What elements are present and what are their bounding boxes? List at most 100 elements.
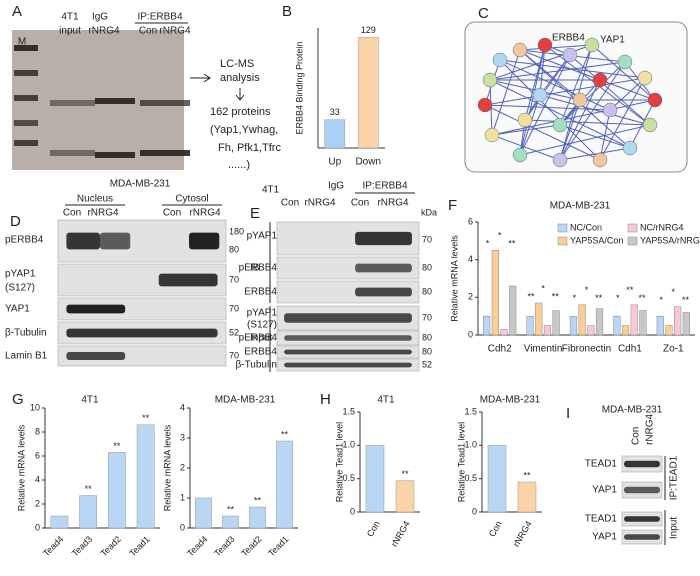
blot — [276, 256, 420, 280]
label: 70 — [229, 350, 239, 360]
band — [355, 287, 412, 297]
bar — [50, 515, 69, 529]
rule — [524, 119, 651, 126]
bar — [543, 325, 552, 336]
bar — [613, 315, 621, 336]
label: (S127) — [247, 320, 277, 331]
label: 1.0 — [464, 440, 477, 450]
label: 70 — [422, 234, 432, 244]
node — [512, 147, 528, 163]
rule — [519, 49, 581, 101]
bar — [276, 440, 293, 529]
label: 70 — [422, 312, 432, 322]
label: 8 — [35, 426, 40, 436]
label: IB — [250, 263, 260, 274]
node — [552, 152, 568, 168]
band — [284, 313, 412, 323]
label: Input — [250, 333, 272, 344]
label: 80 — [422, 332, 432, 342]
label: YAP1 — [592, 532, 617, 543]
label: MDA-MB-231 — [215, 395, 276, 406]
label: Relative Tead1 level — [334, 422, 344, 502]
bar — [517, 481, 537, 513]
bar — [222, 515, 239, 529]
label: ERBB4 Binding Protein — [294, 41, 304, 134]
label: kDa — [421, 207, 437, 217]
rule — [491, 99, 656, 136]
rule — [491, 124, 561, 136]
band — [355, 231, 412, 246]
rule — [519, 44, 546, 156]
label: rNRG4 — [304, 198, 336, 209]
rule — [599, 79, 656, 101]
label: ** — [682, 295, 690, 305]
label: Con — [487, 519, 504, 538]
label: IP:ERBB4 — [137, 12, 182, 23]
label: Tead2 — [239, 534, 263, 558]
label: 0 — [472, 506, 477, 516]
label: G — [12, 391, 24, 408]
label: 4T1 — [377, 395, 395, 406]
label: YAP5SA/rNRG4 — [640, 235, 700, 245]
band — [284, 335, 412, 341]
rule — [484, 104, 611, 111]
bar — [79, 495, 97, 529]
label: 0 — [35, 522, 40, 532]
label: YAP1 — [592, 485, 617, 496]
label: Relative mRNA levels — [162, 424, 172, 511]
bar — [630, 304, 638, 336]
rule — [489, 61, 626, 81]
gel-band — [14, 45, 38, 51]
band — [284, 349, 412, 355]
bar — [526, 315, 534, 336]
gel-band — [140, 150, 190, 156]
node — [492, 52, 508, 68]
label: Con — [365, 519, 382, 538]
rule — [591, 44, 656, 101]
label: C — [478, 5, 489, 22]
label: 4T1 — [61, 12, 79, 23]
node — [512, 42, 528, 58]
node — [562, 47, 578, 63]
rule — [599, 77, 646, 161]
band — [355, 263, 412, 273]
band — [100, 232, 131, 250]
label: MDA-MB-231 — [550, 201, 611, 212]
rule — [484, 77, 646, 106]
label: IgG — [328, 181, 344, 192]
bar — [552, 310, 560, 336]
node — [477, 97, 493, 113]
band — [624, 534, 660, 540]
label: rNRG4 — [645, 413, 656, 445]
label: * — [585, 285, 589, 295]
gel-band — [14, 120, 38, 126]
bar — [195, 497, 212, 529]
label: Tead4 — [41, 534, 65, 558]
node — [584, 37, 600, 53]
rule — [519, 124, 651, 156]
label: A — [12, 3, 22, 20]
label: Tead3 — [212, 534, 236, 558]
label: Vimentin — [524, 344, 563, 355]
gel-band — [14, 70, 38, 76]
label: * — [486, 239, 490, 249]
rule — [539, 94, 651, 126]
label: 80 — [422, 346, 432, 356]
rule — [559, 79, 601, 161]
label: 52 — [422, 359, 432, 369]
bar — [656, 315, 664, 336]
rule — [524, 54, 571, 121]
label: E — [250, 205, 260, 222]
rule — [609, 77, 646, 111]
bar — [621, 325, 630, 336]
label: 10 — [30, 402, 40, 412]
label: 4 — [468, 254, 473, 264]
label: rNRG4 — [377, 198, 409, 209]
label: * — [541, 283, 545, 293]
rule — [559, 124, 631, 149]
label: ** — [523, 470, 531, 480]
bar — [578, 304, 586, 336]
band — [66, 352, 126, 360]
label: Fibronectin — [562, 344, 611, 355]
